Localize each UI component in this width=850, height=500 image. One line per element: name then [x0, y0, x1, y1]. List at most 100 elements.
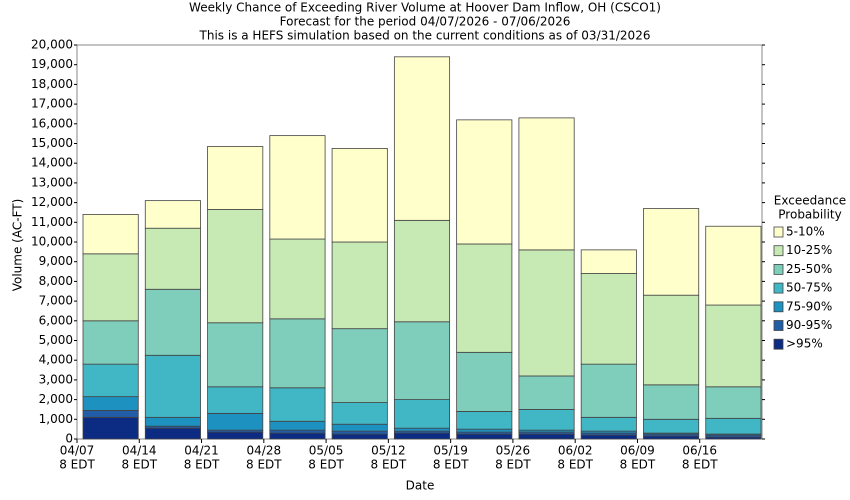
bar-segment — [331, 430, 388, 435]
bar-segment — [269, 135, 326, 240]
bar-segment — [705, 417, 762, 435]
bar-segment — [518, 409, 575, 431]
y-tick-label: 3,000 — [39, 372, 73, 386]
bar-segment — [643, 435, 700, 440]
bar-segment — [82, 410, 139, 418]
legend-label: >95% — [786, 337, 823, 351]
y-tick-label: 13,000 — [31, 175, 73, 189]
bar-segment — [456, 119, 513, 245]
legend-swatch — [773, 282, 784, 294]
bar-segment — [393, 399, 451, 429]
x-tick-label: 8 EDT — [495, 458, 531, 472]
x-tick-label: 06/16 — [682, 444, 717, 458]
bar-segment — [456, 433, 513, 440]
bar-segment — [144, 288, 201, 356]
legend-title: Exceedance — [774, 194, 846, 208]
bar-segment — [82, 416, 139, 440]
bar-segment — [207, 412, 264, 431]
y-tick-label: 10,000 — [31, 235, 73, 249]
bar-segment — [456, 411, 513, 430]
y-tick-label: 4,000 — [39, 353, 73, 367]
bar-segment — [144, 427, 201, 440]
legend-swatch — [773, 226, 784, 238]
bar-segment — [269, 432, 326, 440]
x-tick-label: 06/09 — [620, 444, 655, 458]
y-tick-label: 17,000 — [31, 97, 73, 111]
bar-segment — [643, 208, 700, 296]
y-tick-label: 11,000 — [31, 215, 73, 229]
y-tick-label: 7,000 — [39, 294, 73, 308]
y-tick-label: 9,000 — [39, 254, 73, 268]
bar-segment — [705, 386, 762, 419]
y-tick-label: 8,000 — [39, 274, 73, 288]
legend-label: 5-10% — [786, 225, 825, 239]
y-tick-label: 18,000 — [31, 77, 73, 91]
legend-label: 50-75% — [786, 281, 832, 295]
bar-segment — [207, 209, 264, 324]
y-tick-label: 0 — [65, 432, 73, 446]
legend-label: 75-90% — [786, 299, 832, 313]
bar-segment — [456, 243, 513, 353]
bar-segment — [393, 427, 451, 432]
x-tick-label: 8 EDT — [121, 458, 157, 472]
y-tick-label: 15,000 — [31, 136, 73, 150]
bar-segment — [331, 241, 388, 330]
x-tick-label: 05/26 — [496, 444, 531, 458]
bar-segment — [207, 386, 264, 414]
chart-title: Weekly Chance of Exceeding River Volume … — [189, 1, 661, 15]
bar-segment — [331, 402, 388, 425]
bar-segment — [207, 146, 264, 210]
bar-segment — [82, 320, 139, 365]
x-axis-label: Date — [406, 479, 435, 493]
y-tick-label: 6,000 — [39, 313, 73, 327]
x-tick-label: 05/05 — [309, 444, 344, 458]
y-axis-label: Volume (AC-FT) — [11, 199, 25, 292]
x-tick-label: 8 EDT — [620, 458, 656, 472]
legend-swatch — [773, 245, 784, 257]
x-tick-label: 8 EDT — [682, 458, 718, 472]
bar-segment — [580, 416, 637, 432]
bar-segment — [269, 420, 326, 431]
bar-segment — [393, 219, 451, 323]
bar-segment — [82, 363, 139, 398]
x-tick-label: 04/21 — [184, 444, 219, 458]
chart-subtitle: Forecast for the period 04/07/2026 - 07/… — [280, 15, 571, 29]
bar-segment — [269, 238, 326, 320]
bar-segment — [643, 418, 700, 434]
y-tick-label: 20,000 — [31, 38, 73, 52]
y-tick-label: 12,000 — [31, 195, 73, 209]
bar-segment — [643, 294, 700, 386]
bar-segment — [144, 416, 201, 427]
y-tick-label: 19,000 — [31, 57, 73, 71]
y-tick-label: 2,000 — [39, 392, 73, 406]
x-tick-label: 8 EDT — [308, 458, 344, 472]
y-tick-label: 16,000 — [31, 116, 73, 130]
x-tick-label: 04/07 — [60, 444, 95, 458]
y-tick-label: 14,000 — [31, 156, 73, 170]
chart-subtitle: This is a HEFS simulation based on the c… — [199, 29, 651, 43]
bar-segment — [518, 117, 575, 251]
bar-segment — [331, 328, 388, 403]
x-tick-label: 06/02 — [558, 444, 593, 458]
bar-segment — [207, 322, 264, 388]
legend-swatch — [773, 338, 784, 350]
x-tick-label: 04/14 — [122, 444, 157, 458]
bar-segment — [331, 433, 388, 440]
bar-segment — [518, 375, 575, 410]
bar-segment — [269, 318, 326, 389]
bar-segment — [580, 434, 637, 440]
legend-swatch — [773, 320, 784, 331]
x-tick-label: 8 EDT — [184, 458, 220, 472]
bar-segment — [82, 214, 139, 255]
bar-segment — [518, 249, 575, 377]
legend-label: 25-50% — [786, 262, 832, 276]
bar-segment — [144, 227, 201, 290]
bar-segment — [207, 431, 264, 440]
bar-segment — [643, 384, 700, 420]
bar-segment — [393, 432, 451, 440]
bar-segment — [269, 429, 326, 434]
x-tick-label: 8 EDT — [433, 458, 469, 472]
x-tick-label: 8 EDT — [246, 458, 282, 472]
bar-segment — [269, 387, 326, 422]
